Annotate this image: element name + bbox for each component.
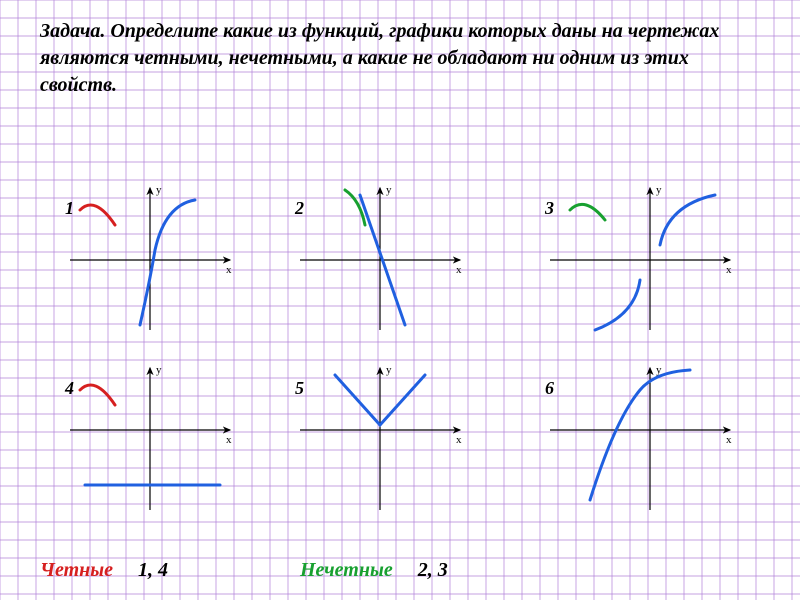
- y-axis-label: y: [656, 364, 662, 376]
- graph-number: 5: [295, 378, 304, 399]
- graph-3: 3 y x: [540, 180, 740, 340]
- graph-1: 1 y x: [60, 180, 240, 340]
- graph-5: 5 y x: [290, 360, 470, 520]
- x-axis-label: x: [726, 264, 732, 276]
- graph-number: 4: [65, 378, 74, 399]
- graph-svg: [540, 360, 740, 520]
- answer-odd: Нечетные 2, 3: [300, 559, 448, 582]
- graph-svg: [60, 360, 240, 520]
- answer-even-numbers: 1, 4: [138, 559, 168, 581]
- answer-even: Четные 1, 4: [40, 559, 168, 582]
- graph-svg: [290, 180, 470, 340]
- x-axis-label: x: [456, 264, 462, 276]
- graph-number: 3: [545, 198, 554, 219]
- y-axis-label: y: [656, 184, 662, 196]
- x-axis-label: x: [726, 434, 732, 446]
- y-axis-label: y: [386, 364, 392, 376]
- graph-svg: [290, 360, 470, 520]
- x-axis-label: x: [226, 264, 232, 276]
- graph-svg: [540, 180, 740, 340]
- graph-svg: [60, 180, 240, 340]
- x-axis-label: x: [456, 434, 462, 446]
- graph-4: 4 y x: [60, 360, 240, 520]
- y-axis-label: y: [156, 184, 162, 196]
- answer-even-label: Четные: [40, 559, 113, 581]
- x-axis-label: x: [226, 434, 232, 446]
- graph-number: 1: [65, 198, 74, 219]
- answer-odd-label: Нечетные: [300, 559, 393, 581]
- answer-odd-numbers: 2, 3: [418, 559, 448, 581]
- task-text: Задача. Определите какие из функций, гра…: [40, 18, 760, 99]
- graph-6: 6 y x: [540, 360, 740, 520]
- y-axis-label: y: [156, 364, 162, 376]
- graph-number: 6: [545, 378, 554, 399]
- graph-2: 2 y x: [290, 180, 470, 340]
- graph-number: 2: [295, 198, 304, 219]
- y-axis-label: y: [386, 184, 392, 196]
